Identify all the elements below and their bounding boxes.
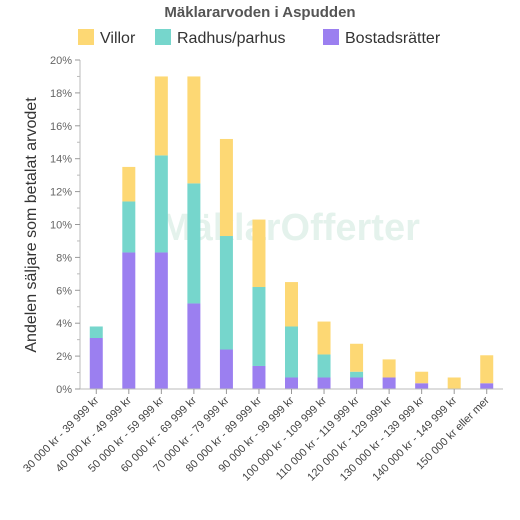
bar-segment (219, 349, 233, 389)
bar-segment (122, 166, 136, 202)
bar-segment (252, 365, 266, 389)
bar-segment (219, 236, 233, 350)
bar-segment (415, 383, 429, 389)
bar-segment (122, 201, 136, 253)
bar-segment (252, 287, 266, 366)
bar-segment (317, 321, 331, 355)
legend-swatch (78, 29, 94, 45)
y-tick-label: 16% (50, 121, 72, 133)
y-tick-label: 8% (56, 252, 72, 264)
bar-segment (187, 76, 201, 184)
legend: Villor Radhus/parhus Bostadsrätter (78, 29, 441, 47)
bar-segment (350, 377, 364, 389)
y-tick-label: 20% (50, 55, 72, 67)
watermark: MäklarOfferter (160, 207, 420, 249)
bar-segment (317, 377, 331, 389)
bar-segment (285, 282, 298, 327)
legend-label: Radhus/parhus (177, 30, 286, 47)
bar-segment (480, 355, 494, 384)
bar-segment (285, 326, 298, 378)
y-tick-label: 14% (50, 154, 72, 166)
legend-label: Villor (100, 30, 136, 47)
y-tick-label: 10% (50, 220, 72, 232)
bar-segment (187, 303, 201, 389)
chart-title: Mäklararvoden i Aspudden (164, 4, 355, 21)
bar-segment (382, 377, 396, 389)
bar-segment (89, 338, 103, 389)
y-axis: 0% 2% 4% 6% 8% 10% 12% 14% 16% 18% 20% (50, 55, 81, 396)
bar-segment (480, 383, 494, 389)
y-tick-label: 18% (50, 88, 72, 100)
bar-segment (252, 219, 266, 288)
bar-segment (285, 377, 298, 389)
y-tick-label: 0% (56, 384, 72, 396)
bar-segment (219, 138, 233, 237)
bars (89, 76, 494, 389)
y-tick-label: 12% (50, 187, 72, 199)
y-tick-label: 4% (56, 318, 72, 330)
bar-segment (187, 183, 201, 304)
legend-swatch (155, 29, 171, 45)
bar-segment (154, 76, 168, 156)
bar-segment (350, 343, 364, 372)
y-axis-label: Andelen säljare som betalat arvodet (23, 97, 40, 353)
bar-segment (447, 377, 461, 389)
y-tick-label: 2% (56, 351, 72, 363)
bar-segment (89, 326, 103, 339)
bar-segment (154, 252, 168, 389)
bar-segment (154, 155, 168, 253)
y-tick-label: 6% (56, 285, 72, 297)
bar-segment (122, 252, 136, 389)
legend-label: Bostadsrätter (345, 30, 441, 47)
bar-segment (415, 371, 429, 384)
bar-segment (317, 354, 331, 378)
bar-segment (382, 359, 396, 378)
legend-swatch (323, 29, 339, 45)
bar-segment (350, 371, 364, 378)
